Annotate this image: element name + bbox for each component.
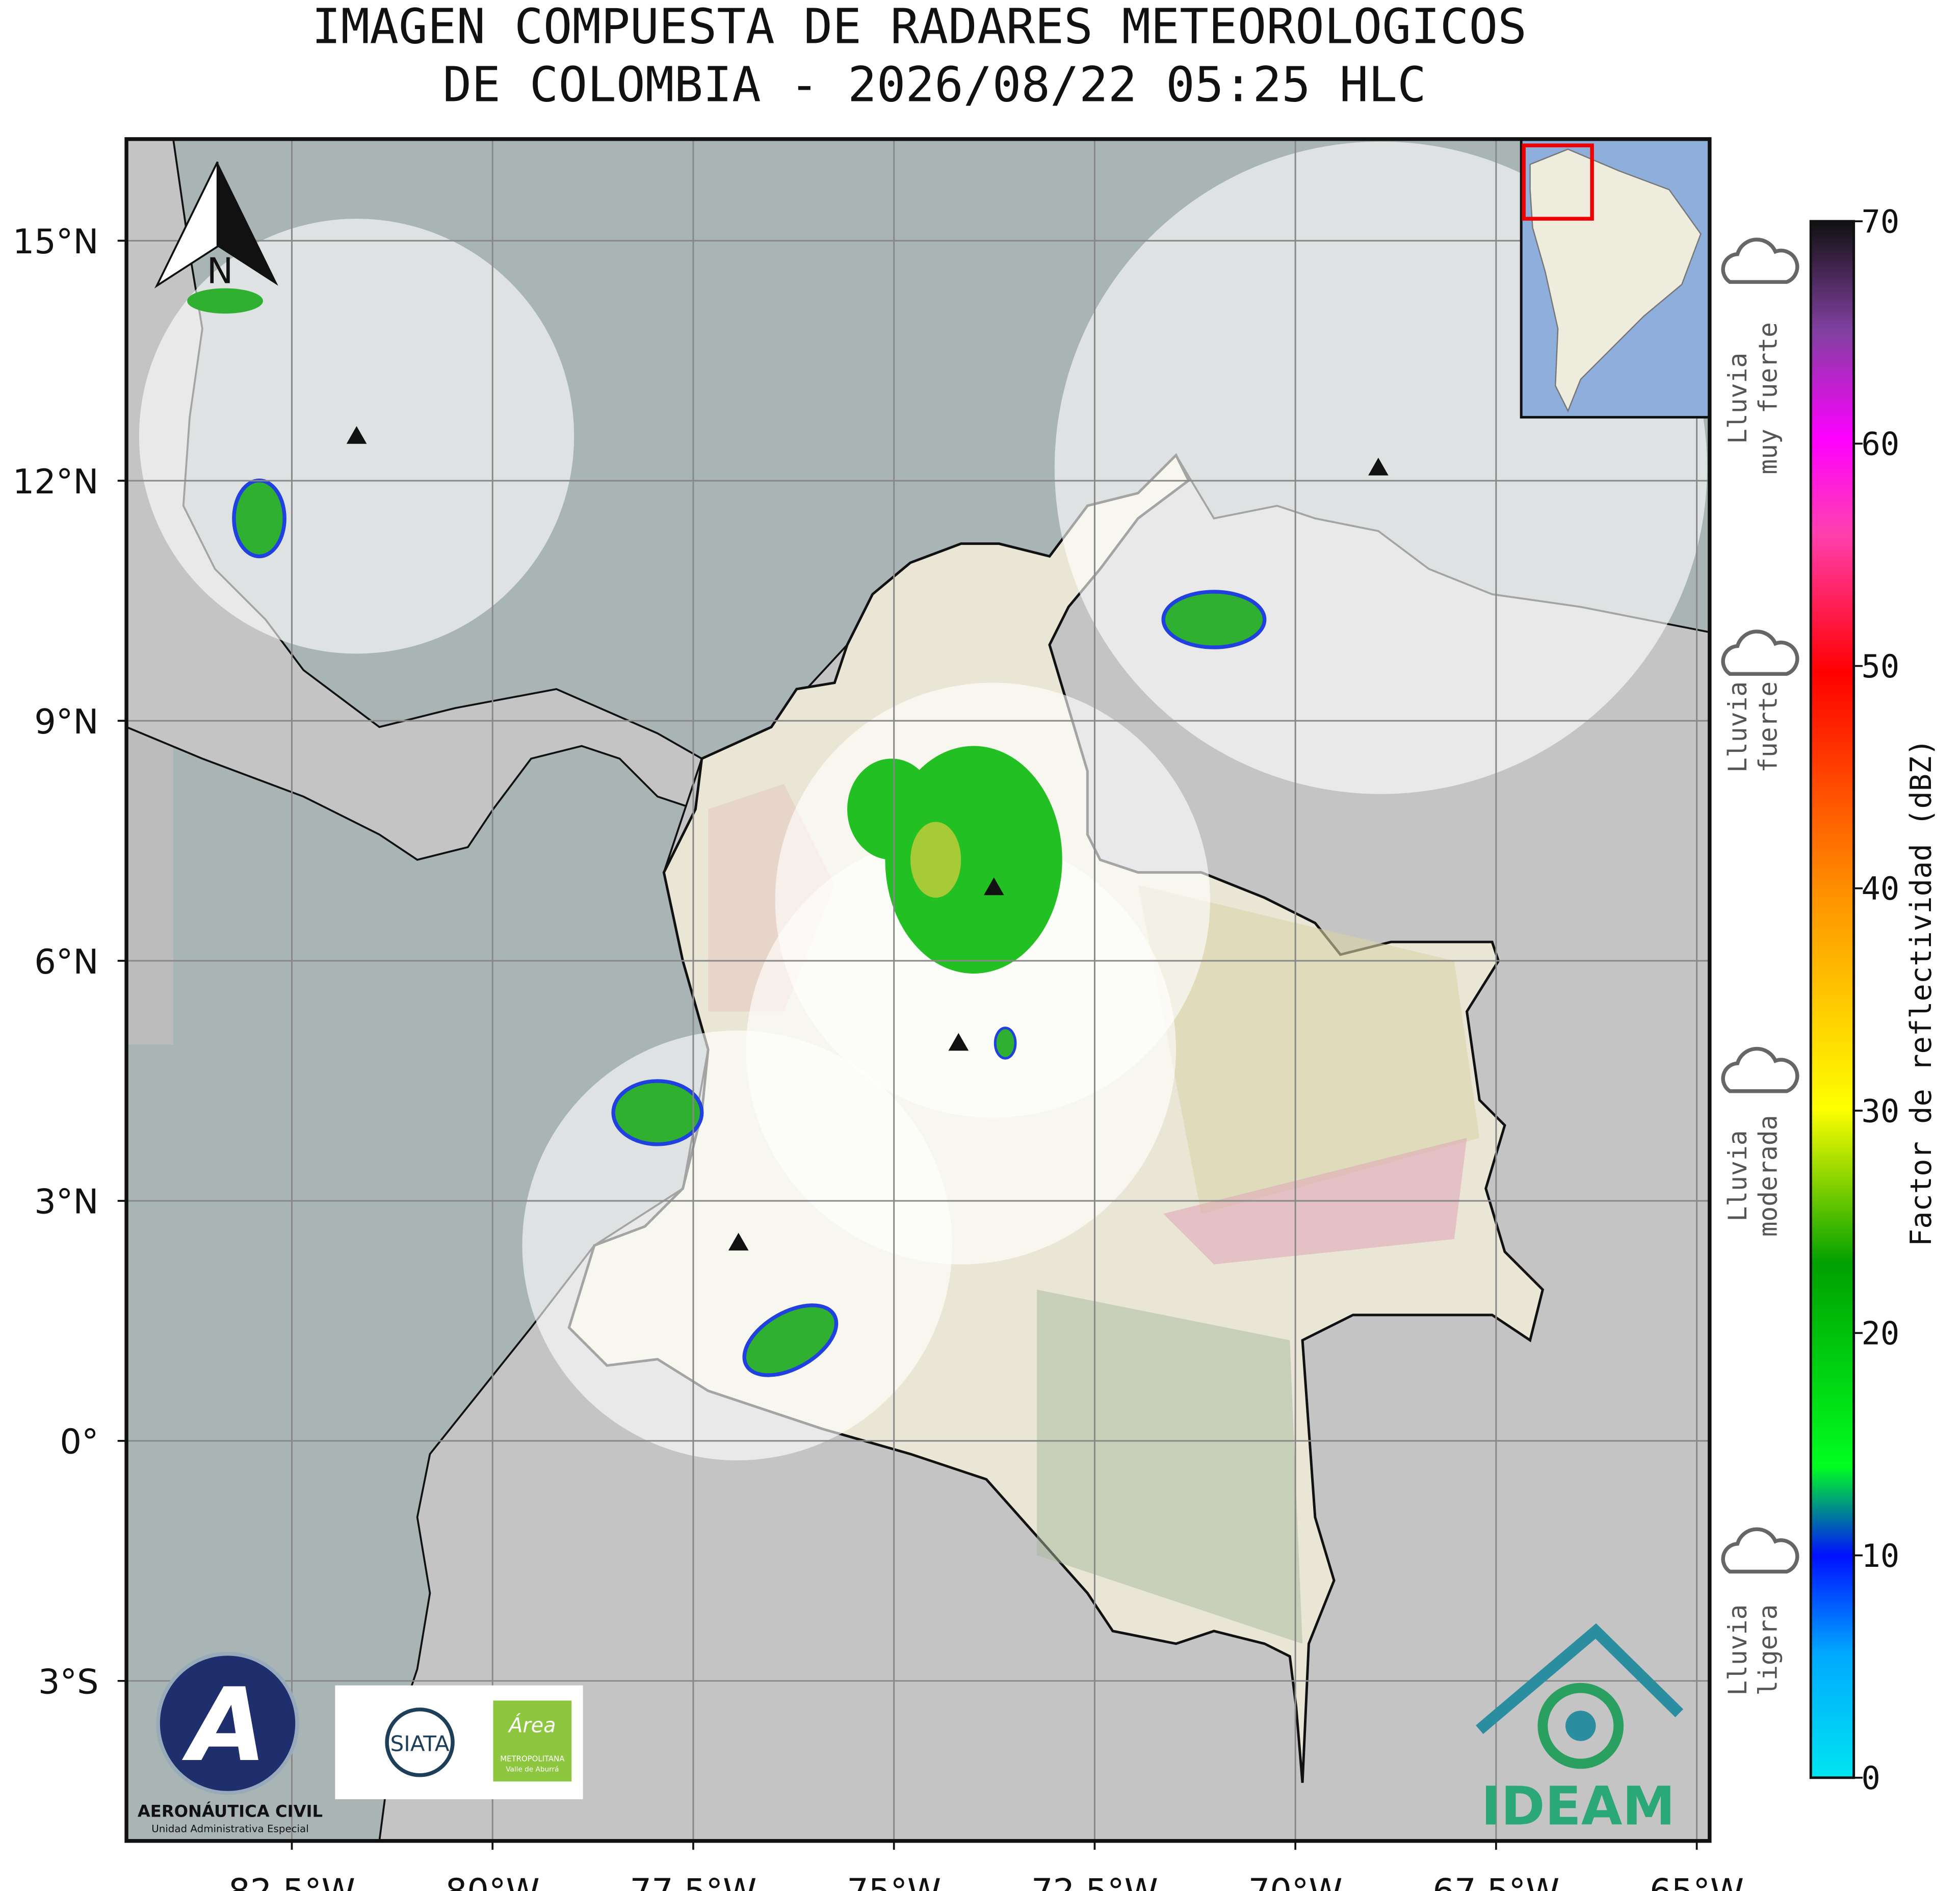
y-tick-label: 3°S <box>38 1662 99 1702</box>
rain-label: fuerte <box>1753 681 1783 773</box>
rain-category: Lluvia moderada <box>1721 1046 1799 1237</box>
map-frame <box>124 137 1712 1843</box>
logo-text: IDEAM <box>1481 1775 1676 1837</box>
x-tick-label: 75°W <box>847 1871 941 1891</box>
rain-label: Lluvia <box>1723 681 1753 773</box>
radar-site <box>983 877 1004 896</box>
x-tick-label: 82.5°W <box>228 1871 355 1891</box>
radar-site <box>346 426 367 444</box>
colorbar-tick-label: 40 <box>1862 870 1900 907</box>
siata-logo: SIATA Área METROPOLITANA Valle de Aburrá <box>335 1685 583 1799</box>
echoes <box>187 288 1267 1377</box>
colorbar-tick-label: 70 <box>1862 203 1900 240</box>
y-tick-label: 3°N <box>34 1182 98 1222</box>
rain-label: muy fuerte <box>1753 322 1783 475</box>
ideam-logo: IDEAM <box>1476 1623 1684 1837</box>
rain-label: ligera <box>1753 1605 1783 1696</box>
rain-category: Lluvia ligera <box>1721 1527 1799 1696</box>
rain-label: Lluvia <box>1723 353 1753 444</box>
title-line: IMAGEN COMPUESTA DE RADARES METEOROLOGIC… <box>312 0 1527 55</box>
echo <box>232 478 286 559</box>
rain-icon <box>1721 1527 1799 1574</box>
colorbar-tick-label: 30 <box>1862 1092 1900 1130</box>
rain-label: Lluvia <box>1723 1130 1753 1221</box>
logo-text: METROPOLITANA <box>500 1754 565 1763</box>
aerocivil-logo: A AERONÁUTICA CIVIL Unidad Administrativ… <box>138 1651 323 1834</box>
rain-category: Lluvia muy fuerte <box>1721 238 1799 475</box>
x-tick-label: 67.5°W <box>1432 1871 1559 1891</box>
echo <box>1161 590 1267 649</box>
region-shade <box>1138 885 1480 1214</box>
logo-text: Área <box>507 1713 556 1737</box>
locator-inset <box>1520 139 1710 419</box>
colorbar-tick-label: 50 <box>1862 648 1900 685</box>
x-tick-label: 72.5°W <box>1031 1871 1158 1891</box>
svg-text:A: A <box>182 1666 267 1784</box>
echo <box>187 288 263 314</box>
y-tick-label: 12°N <box>13 462 99 502</box>
radar-site <box>728 1232 749 1251</box>
logo-text: Unidad Administrativa Especial <box>151 1823 309 1834</box>
radar-site <box>1368 457 1389 476</box>
rain-label: Lluvia <box>1723 1605 1753 1696</box>
region-shade <box>1037 1290 1303 1644</box>
rain-icon <box>1721 238 1799 284</box>
colorbar-tick-label: 10 <box>1862 1537 1900 1574</box>
echo <box>742 1303 839 1377</box>
colorbar-axis: 0 10 20 30 40 50 60 70 <box>1853 203 1900 1797</box>
y-tick-label: 15°N <box>13 222 99 261</box>
x-tick-label: 77.5°W <box>630 1871 757 1891</box>
rain-category: Lluvia fuerte <box>1721 629 1799 773</box>
rain-label: moderada <box>1753 1115 1783 1237</box>
colorbar <box>1809 220 1856 1779</box>
colorbar-label: Factor de reflectividad (dBZ) <box>1904 739 1938 1246</box>
logo-text: SIATA <box>390 1731 450 1756</box>
x-tick-label: 80°W <box>446 1871 540 1891</box>
graticule <box>126 139 1710 1841</box>
echo <box>910 822 961 898</box>
map: N A AERONÁUTICA CIVIL Unidad Administrat… <box>126 139 1710 1841</box>
rain-icon <box>1721 1046 1799 1093</box>
axes: 82.5°W 80°W 77.5°W 75°W 72.5°W 70°W 67.5°W 65°W… <box>13 222 1744 1891</box>
colorbar-tick-label: 0 <box>1862 1759 1880 1797</box>
logo-text: AERONÁUTICA CIVIL <box>138 1802 323 1821</box>
rain-icon <box>1721 629 1799 676</box>
echo <box>994 1027 1017 1060</box>
title-line: DE COLOMBIA - 2026/08/22 05:25 HLC <box>443 57 1426 113</box>
radar-site <box>948 1033 969 1051</box>
echo <box>847 758 936 860</box>
logo-text: Valle de Aburrá <box>506 1765 559 1773</box>
y-tick-label: 9°N <box>34 702 98 742</box>
north-label: N <box>207 251 233 292</box>
echo <box>611 1079 704 1146</box>
colorbar-tick-label: 20 <box>1862 1315 1900 1352</box>
x-tick-label: 65°W <box>1650 1871 1744 1891</box>
x-tick-label: 70°W <box>1248 1871 1343 1891</box>
colorbar-tick-label: 60 <box>1862 426 1900 463</box>
north-arrow: N <box>154 161 278 292</box>
y-tick-label: 0° <box>60 1422 98 1462</box>
radar-sites <box>346 426 1389 1251</box>
y-tick-label: 6°N <box>34 942 98 982</box>
